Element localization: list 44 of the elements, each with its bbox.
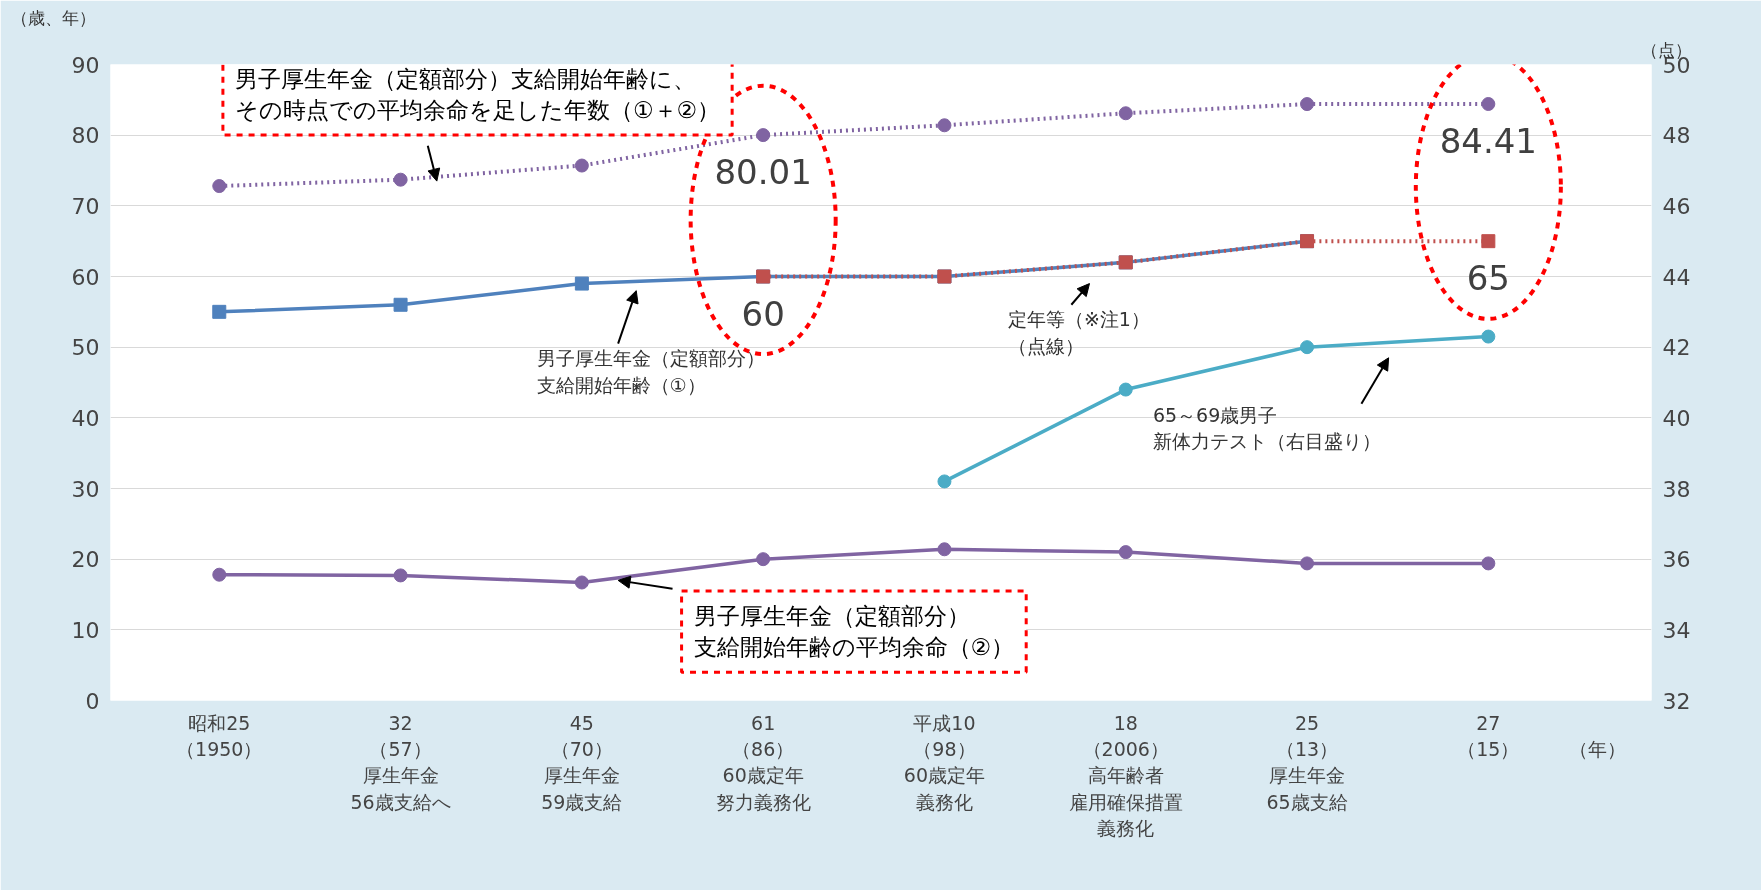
series-label: 65～69歳男子新体力テスト（右目盛り） — [1152, 403, 1381, 453]
data-label: 60 — [741, 293, 785, 334]
y2-tick-label: 34 — [1662, 617, 1691, 643]
y-tick-label: 30 — [71, 476, 100, 502]
x-tick-label: 61 （86） — [732, 711, 795, 760]
y-tick-label: 0 — [85, 688, 100, 714]
text: 男子厚生年金（定額部分）支給開始年齢（①） — [536, 347, 765, 396]
y2-tick-label: 40 — [1662, 405, 1691, 431]
y-tick-label: 60 — [71, 264, 100, 290]
y-tick-label: 10 — [71, 617, 100, 643]
x-tick-label: 平成10 （98） — [913, 711, 976, 760]
text: 高年齢者雇用確保措置義務化 — [1068, 764, 1183, 840]
x-tick-label: 昭和25 （1950） — [176, 711, 263, 760]
y-tick-label: 90 — [71, 52, 100, 78]
y-tick-label: 20 — [71, 547, 100, 573]
y2-tick-label: 36 — [1662, 547, 1691, 573]
y-tick-label: 80 — [71, 123, 100, 149]
series-label: 男子厚生年金（定額部分）支給開始年齢の平均余命（②） — [693, 602, 1015, 661]
x-tick-label: 45 （70） — [550, 711, 613, 760]
x-tick-label: 25 （13） — [1275, 711, 1339, 760]
data-label: 80.01 — [714, 152, 812, 193]
x-tick-label: 32 （57） — [369, 711, 432, 760]
series-label: 男子厚生年金（定額部分）支給開始年齢に、その時点での平均余命を足した年数（①＋②） — [234, 65, 721, 124]
y-axis-title: （歳、年） — [10, 7, 96, 28]
text: 厚生年金56歳支給へ — [350, 764, 451, 813]
y-tick-label: 40 — [71, 405, 100, 431]
text: 60歳定年義務化 — [903, 764, 986, 813]
y2-tick-label: 42 — [1662, 335, 1691, 361]
y2-tick-label: 32 — [1662, 688, 1691, 714]
text: 厚生年金59歳支給 — [541, 764, 623, 813]
x-tick-label: 18 （2006） — [1082, 711, 1169, 760]
y2-tick-label: 38 — [1662, 476, 1691, 502]
y2-tick-label: 48 — [1662, 123, 1691, 149]
data-label: 84.41 — [1439, 121, 1538, 161]
series-label: 定年等（※注1）（点線） — [1007, 308, 1150, 357]
y2-tick-label: 44 — [1662, 264, 1691, 290]
x-axis-title: （年） — [1568, 737, 1626, 760]
text: 60歳定年努力義務化 — [715, 764, 811, 813]
y-tick-label: 50 — [71, 335, 100, 361]
y2-tick-label: 46 — [1662, 193, 1691, 219]
data-label: 65 — [1466, 258, 1510, 299]
text: 厚生年金65歳支給 — [1266, 764, 1348, 813]
y-tick-label: 70 — [71, 193, 100, 219]
x-tick-label: 27 （15） — [1457, 711, 1520, 760]
